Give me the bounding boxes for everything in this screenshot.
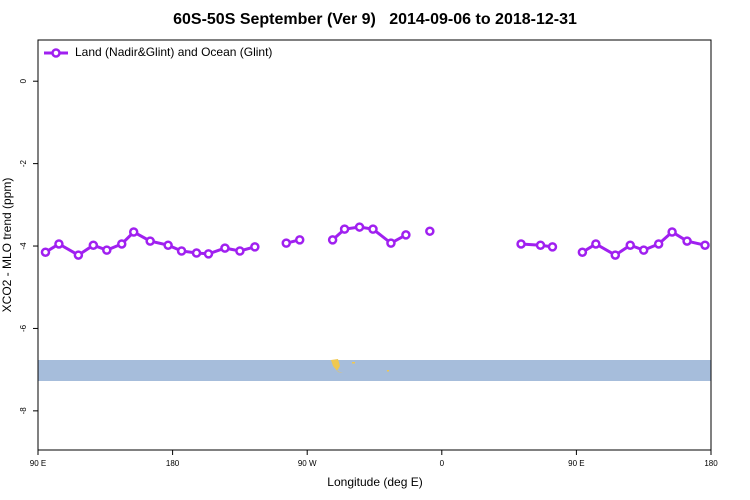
point <box>339 224 350 234</box>
plot-frame <box>37 39 712 451</box>
point <box>250 242 260 252</box>
point <box>368 224 378 234</box>
y-tick-label: -2 <box>19 160 28 168</box>
point <box>40 247 51 257</box>
point <box>516 239 526 249</box>
point <box>88 240 99 250</box>
x-tick-label: 0 <box>440 459 445 468</box>
map-strip <box>38 360 711 381</box>
point <box>191 248 202 258</box>
point <box>638 245 649 255</box>
y-tick-label: 0 <box>19 78 28 83</box>
point <box>667 227 677 237</box>
legend-marker <box>51 48 61 58</box>
land-patch <box>352 362 355 364</box>
land-patch <box>387 370 389 372</box>
point <box>653 239 664 249</box>
point <box>281 238 292 248</box>
point <box>591 239 601 249</box>
x-axis-label: Longitude (deg E) <box>327 475 422 489</box>
point <box>163 240 173 250</box>
point <box>386 238 396 248</box>
land-patch <box>331 359 343 373</box>
point <box>128 227 139 237</box>
point <box>354 222 365 232</box>
point <box>535 240 546 250</box>
x-tick-label: 180 <box>704 459 718 468</box>
point <box>294 235 305 245</box>
y-tick-label: -8 <box>19 407 28 415</box>
y-tick-label: -4 <box>19 242 28 250</box>
y-tick-label: -6 <box>19 324 28 332</box>
point <box>625 240 635 250</box>
point <box>145 236 155 246</box>
point <box>610 250 621 260</box>
point <box>220 243 230 253</box>
x-tick-label: 180 <box>166 459 180 468</box>
x-tick-label: 90 W <box>298 459 317 468</box>
point <box>700 240 710 250</box>
point <box>547 242 558 252</box>
x-tick-label: 90 E <box>568 459 584 468</box>
point <box>102 245 112 255</box>
chart-title: 60S-50S September (Ver 9) 2014-09-06 to … <box>173 11 577 28</box>
point <box>117 239 127 249</box>
legend-label: Land (Nadir&Glint) and Ocean (Glint) <box>75 45 272 59</box>
point <box>54 239 64 249</box>
x-tick-label: 90 E <box>30 459 46 468</box>
point <box>73 250 84 260</box>
point <box>235 246 245 256</box>
point <box>425 226 435 236</box>
point <box>203 249 214 259</box>
y-axis-label: XCO2 - MLO trend (ppm) <box>0 178 14 313</box>
point <box>682 236 692 246</box>
point <box>327 235 338 245</box>
point <box>401 230 411 240</box>
point <box>176 246 187 256</box>
point <box>577 247 588 257</box>
